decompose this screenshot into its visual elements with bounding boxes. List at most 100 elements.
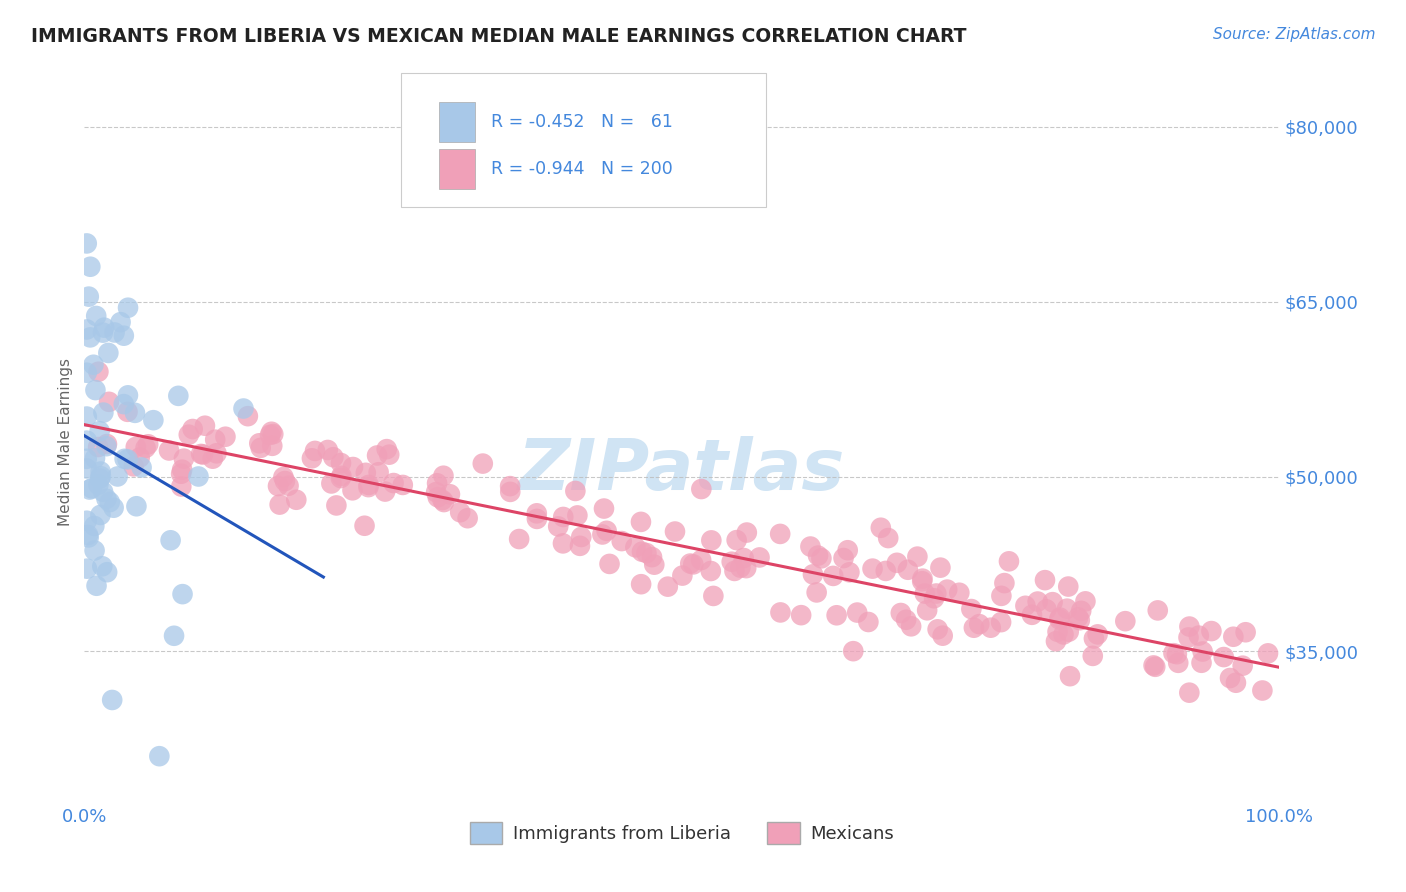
Point (799, 540, 821, 554)
Point (96, 439, 118, 453)
Point (259, 428, 281, 442)
Point (96, 565, 118, 579)
Point (426, 490, 449, 504)
Point (929, 560, 952, 574)
Point (205, 446, 228, 460)
Point (163, 629, 186, 643)
Point (76, 322, 98, 336)
Point (723, 564, 745, 578)
Point (1081, 648, 1104, 663)
Point (890, 606, 912, 620)
Point (900, 619, 922, 633)
Point (117, 301, 139, 315)
Point (624, 541, 647, 555)
Point (998, 554, 1021, 568)
Point (960, 602, 983, 616)
Point (471, 457, 494, 471)
Point (76, 434, 98, 448)
Point (862, 561, 884, 575)
Point (1045, 634, 1067, 648)
Point (547, 519, 569, 533)
Point (1177, 631, 1199, 645)
Point (84, 383, 107, 397)
Y-axis label: Median Male Earnings: Median Male Earnings (58, 358, 73, 525)
Text: Source: ZipAtlas.com: Source: ZipAtlas.com (1212, 27, 1375, 42)
Point (875, 564, 897, 578)
Point (499, 484, 522, 499)
Point (838, 566, 860, 580)
Point (285, 492, 308, 507)
Point (84, 309, 107, 323)
Point (262, 427, 284, 442)
Point (735, 525, 758, 540)
Point (249, 441, 271, 455)
Point (905, 549, 928, 564)
Point (1257, 646, 1279, 660)
Point (101, 693, 124, 707)
Point (1222, 630, 1244, 644)
Point (354, 466, 377, 480)
Point (508, 532, 530, 546)
Point (96, 437, 118, 451)
Point (858, 615, 880, 629)
Point (1219, 671, 1241, 685)
Point (170, 467, 193, 481)
Point (367, 465, 389, 479)
Point (391, 478, 413, 492)
Point (148, 749, 170, 764)
Point (869, 521, 891, 535)
Point (112, 328, 135, 343)
Point (810, 551, 832, 566)
Point (449, 505, 471, 519)
Point (96, 491, 118, 506)
Point (110, 315, 132, 329)
Point (591, 527, 613, 541)
Point (1033, 573, 1056, 587)
Point (1201, 624, 1223, 638)
Point (260, 425, 283, 439)
Point (886, 556, 908, 570)
Point (769, 527, 792, 541)
Point (77, 530, 100, 544)
Point (894, 613, 917, 627)
Point (1059, 669, 1081, 683)
Point (1166, 647, 1188, 661)
Point (173, 451, 195, 466)
Point (595, 524, 617, 538)
Point (84, 451, 107, 466)
Point (735, 561, 758, 575)
Bar (439, 102, 475, 142)
Point (1047, 612, 1070, 626)
Point (304, 444, 326, 458)
Point (201, 451, 224, 466)
Point (77, 528, 100, 542)
Point (426, 476, 449, 491)
Point (1046, 624, 1069, 639)
Point (1057, 624, 1080, 639)
Point (567, 508, 589, 523)
Point (1144, 660, 1167, 674)
Point (664, 524, 686, 539)
Point (79, 483, 101, 497)
Point (76, 451, 98, 466)
Point (90, 465, 112, 479)
Point (91, 559, 114, 574)
Point (1163, 646, 1185, 660)
Point (1069, 613, 1091, 627)
Point (671, 568, 693, 582)
Point (191, 448, 214, 462)
Point (262, 439, 284, 453)
Point (204, 433, 226, 447)
Point (159, 533, 181, 548)
Point (914, 586, 936, 600)
Point (641, 550, 664, 565)
Point (374, 484, 396, 499)
Point (1056, 601, 1078, 615)
Point (990, 589, 1012, 603)
Point (1042, 595, 1064, 609)
Point (837, 543, 859, 558)
Point (801, 567, 824, 582)
Point (76, 236, 98, 251)
Point (679, 557, 702, 571)
Point (1251, 683, 1274, 698)
